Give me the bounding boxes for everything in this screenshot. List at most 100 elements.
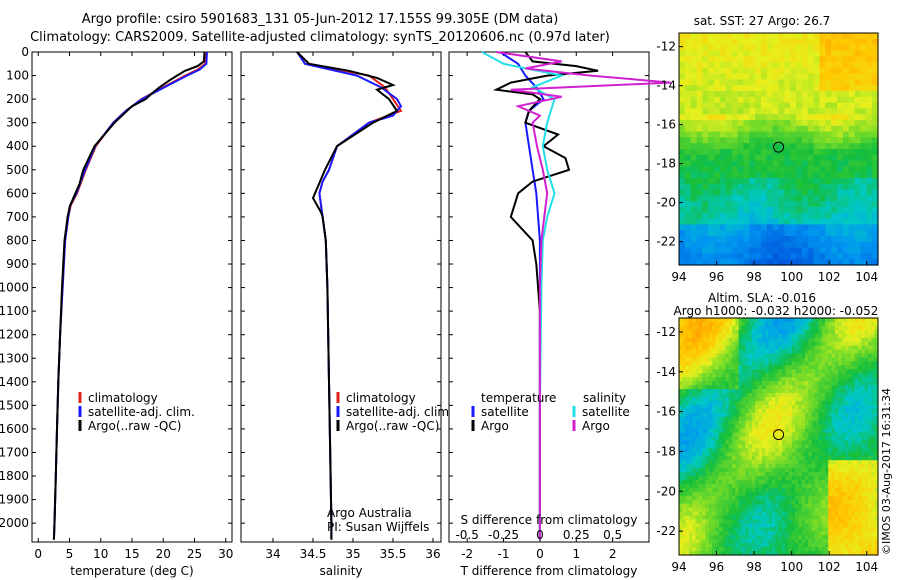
temperature-legend-label-satellite: satellite-adj. clim. bbox=[88, 405, 195, 419]
temperature-xtick-label-25: 25 bbox=[187, 547, 202, 561]
difference-xtick2-label--0.5: -0.5 bbox=[455, 528, 478, 542]
sla-xtick-label-100: 100 bbox=[780, 560, 803, 574]
difference-legend-header-temperature: temperature bbox=[481, 391, 556, 405]
salinity-axes-frame bbox=[240, 51, 442, 543]
ytick-label-1500: 1500 bbox=[0, 398, 29, 412]
difference-xtick-label--1: -1 bbox=[498, 547, 510, 561]
salinity-xtick-label-34: 34 bbox=[265, 547, 280, 561]
sst-ytick-label--18: -18 bbox=[656, 157, 676, 171]
sst-ytick-label--22: -22 bbox=[656, 235, 676, 249]
sla-map-title: Altim. SLA: -0.016 bbox=[708, 291, 816, 305]
difference-legend-label-temp-satellite: satellite bbox=[481, 405, 529, 419]
ytick-label-1600: 1600 bbox=[0, 422, 29, 436]
difference-xtick-label-1: 1 bbox=[572, 547, 580, 561]
temperature-legend-label-argo: Argo(..raw -QC) bbox=[88, 419, 181, 433]
temperature-legend-label-climatology: climatology bbox=[88, 391, 158, 405]
sla-ytick-label--22: -22 bbox=[656, 524, 676, 538]
ytick-label-1900: 1900 bbox=[0, 493, 29, 507]
chart-title-line2: Climatology: CARS2009. Satellite-adjuste… bbox=[30, 30, 610, 45]
ytick-label-1100: 1100 bbox=[0, 304, 29, 318]
sla-argo-position-marker bbox=[773, 429, 785, 441]
difference-xtick-label--2: -2 bbox=[461, 547, 473, 561]
sla-xtick-label-96: 96 bbox=[709, 560, 724, 574]
difference-series-salinity-argo bbox=[496, 51, 671, 540]
sst-map-title: sat. SST: 27 Argo: 26.7 bbox=[694, 14, 831, 28]
ytick-label-800: 800 bbox=[6, 233, 29, 247]
temperature-xtick-label-30: 30 bbox=[218, 547, 233, 561]
temperature-xtick-label-20: 20 bbox=[156, 547, 171, 561]
sla-xtick-label-102: 102 bbox=[818, 560, 841, 574]
temperature-xtick-label-0: 0 bbox=[34, 547, 42, 561]
sla-ytick-label--12: -12 bbox=[656, 325, 676, 339]
temperature-series-argo-raw-qc- bbox=[52, 51, 206, 540]
sst-ytick-label--20: -20 bbox=[656, 196, 676, 210]
ytick-label-900: 900 bbox=[6, 257, 29, 271]
temperature-xtick-label-15: 15 bbox=[124, 547, 139, 561]
ytick-label-500: 500 bbox=[6, 163, 29, 177]
temperature-xtick-label-5: 5 bbox=[66, 547, 74, 561]
ytick-label-1000: 1000 bbox=[0, 281, 29, 295]
sst-ytick-label--14: -14 bbox=[656, 79, 676, 93]
sst-xtick-label-104: 104 bbox=[855, 270, 878, 284]
sla-map-subtitle: Argo h1000: -0.032 h2000: -0.052 bbox=[674, 304, 879, 318]
ytick-label-1400: 1400 bbox=[0, 375, 29, 389]
sla-ytick-label--16: -16 bbox=[656, 405, 676, 419]
difference-axes-frame bbox=[448, 51, 650, 543]
sst-xtick-label-94: 94 bbox=[671, 270, 686, 284]
difference-xtick2-label--0.25: -0.25 bbox=[488, 528, 519, 542]
sla-ytick-label--18: -18 bbox=[656, 444, 676, 458]
difference-xtick-label-0: 0 bbox=[536, 547, 544, 561]
salinity-annotation-group: Argo Australia bbox=[327, 506, 412, 520]
sst-xtick-label-102: 102 bbox=[818, 270, 841, 284]
sst-ytick-label--16: -16 bbox=[656, 118, 676, 132]
ytick-label-2000: 2000 bbox=[0, 516, 29, 530]
ytick-label-200: 200 bbox=[6, 92, 29, 106]
ytick-label-300: 300 bbox=[6, 116, 29, 130]
sla-xtick-label-98: 98 bbox=[746, 560, 761, 574]
temperature-xlabel: temperature (deg C) bbox=[70, 564, 193, 578]
salinity-xtick-label-35.5: 35.5 bbox=[380, 547, 407, 561]
ytick-label-600: 600 bbox=[6, 186, 29, 200]
sla-map-frame bbox=[678, 317, 879, 556]
temperature-axes-frame bbox=[31, 51, 233, 543]
salinity-legend-label-climatology: climatology bbox=[346, 391, 416, 405]
ytick-label-0: 0 bbox=[21, 45, 29, 59]
sla-ytick-label--14: -14 bbox=[656, 365, 676, 379]
difference-xlabel2: S difference from climatology bbox=[461, 513, 638, 527]
ytick-label-100: 100 bbox=[6, 69, 29, 83]
ytick-label-1700: 1700 bbox=[0, 445, 29, 459]
chart-title-line1: Argo profile: csiro 5901683_131 05-Jun-2… bbox=[81, 12, 559, 27]
salinity-annotation-pi: PI: Susan Wijffels bbox=[327, 520, 429, 534]
temperature-xtick-label-10: 10 bbox=[93, 547, 108, 561]
ytick-label-1300: 1300 bbox=[0, 351, 29, 365]
difference-legend-header-salinity: salinity bbox=[583, 391, 626, 405]
difference-xtick-label-2: 2 bbox=[609, 547, 617, 561]
sst-map bbox=[679, 33, 879, 266]
sst-ytick-label--12: -12 bbox=[656, 40, 676, 54]
ytick-label-700: 700 bbox=[6, 210, 29, 224]
salinity-legend-label-satellite: satellite-adj. clim. bbox=[346, 405, 453, 419]
salinity-xtick-label-36: 36 bbox=[425, 547, 440, 561]
salinity-series-argo-raw-qc- bbox=[296, 51, 399, 540]
sla-map bbox=[679, 318, 879, 556]
sst-map-frame bbox=[678, 32, 879, 266]
salinity-xtick-label-35: 35 bbox=[345, 547, 360, 561]
salinity-xlabel: salinity bbox=[319, 564, 362, 578]
difference-xtick2-label-0: 0 bbox=[536, 528, 544, 542]
sst-xtick-label-100: 100 bbox=[780, 270, 803, 284]
sla-xtick-label-94: 94 bbox=[671, 560, 686, 574]
ytick-label-1200: 1200 bbox=[0, 328, 29, 342]
difference-xlabel: T difference from climatology bbox=[460, 564, 638, 578]
salinity-xtick-label-34.5: 34.5 bbox=[300, 547, 327, 561]
difference-legend-label-sal-satellite: satellite bbox=[582, 405, 630, 419]
difference-xtick2-label-0.5: 0.5 bbox=[603, 528, 622, 542]
sst-argo-position-marker bbox=[773, 141, 785, 153]
copyright-stamp: ©IMOS 03-Aug-2017 16:31:34 bbox=[880, 388, 893, 555]
ytick-label-400: 400 bbox=[6, 139, 29, 153]
difference-legend-label-sal-argo: Argo bbox=[582, 419, 610, 433]
sla-ytick-label--20: -20 bbox=[656, 484, 676, 498]
difference-legend-label-temp-argo: Argo bbox=[481, 419, 509, 433]
salinity-legend-label-argo: Argo(..raw -QC) bbox=[346, 419, 439, 433]
sla-xtick-label-104: 104 bbox=[855, 560, 878, 574]
